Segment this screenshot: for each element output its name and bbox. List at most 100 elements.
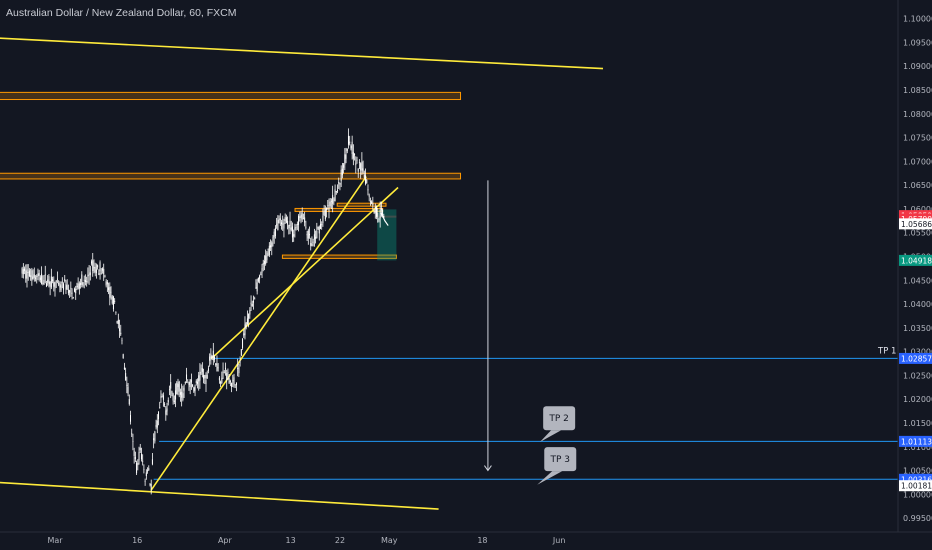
candle-body [27,272,29,273]
candle-body [313,234,315,240]
candle-body [59,283,61,288]
candle-body [153,438,155,441]
candle-body [36,275,38,277]
small-zone-1[interactable] [294,207,384,212]
tp-lines-layer: TP 1 [153,346,898,480]
candle-body [172,394,174,401]
price-badge-text: 1.01113 [901,437,932,446]
candle-body [37,273,39,277]
candle-body [148,468,150,471]
candle-body [265,255,267,265]
candle-body [382,209,384,215]
candle-body [120,332,122,335]
trend-line-4[interactable] [210,186,399,360]
candle-body [140,453,142,460]
candle-body [233,377,235,385]
candle-body [305,226,307,228]
supply-zone-2[interactable] [0,172,462,180]
candle-body [302,218,304,220]
candle-body [260,273,262,275]
candle-body [114,300,116,303]
candle-body [43,279,45,284]
trend-lines-layer [0,37,604,510]
position-stop-area[interactable] [377,215,397,218]
tp-callout-2[interactable] [543,406,576,431]
y-tick-label: 1.06000 [903,205,932,214]
candle-body [170,382,172,389]
candle-body [337,189,339,192]
trend-line-2[interactable] [0,481,439,510]
supply-zone-1[interactable] [0,91,462,101]
price-badge-text: 1.02857 [901,354,932,363]
candle-body [125,373,127,381]
candle-body [244,324,246,336]
candle-body [324,209,326,220]
position-target-area[interactable] [377,209,397,261]
candle-body [347,135,349,145]
candle-body [115,312,117,313]
candle-body [232,380,234,382]
candle-body [383,215,385,218]
candle-body [73,288,75,292]
candle-body [69,290,71,293]
candle-body [277,220,279,231]
candle-body [128,399,130,405]
candle-body [349,141,351,144]
candle-body [205,380,207,385]
candle-body [48,276,50,285]
y-tick-label: 1.09000 [903,62,932,71]
candle-body [61,281,63,283]
candle-body [296,223,298,226]
candle-body [94,266,96,273]
trend-line-3[interactable] [150,176,367,491]
price-badge-text: 1.04918 [901,256,932,265]
candle-body [289,220,291,227]
candle-body [70,287,72,289]
candle-body [88,274,90,276]
candle-body [155,424,157,428]
candle-body [310,243,312,246]
candle-body [86,281,88,282]
candle-body [200,372,202,374]
x-tick-label: 18 [477,536,487,545]
candle-body [354,153,356,156]
candle-body [291,226,293,238]
candle-body [248,313,250,319]
arrow-layer [484,180,492,472]
candle-body [111,296,113,304]
x-tick-label: 22 [335,536,345,545]
x-tick-label: Mar [47,536,63,545]
y-tick-label: 1.07000 [903,157,932,166]
candle-body [293,234,295,237]
price-badge [899,473,932,485]
candle-body [358,162,360,163]
candle-body [282,223,284,225]
candle-body [176,382,178,395]
price-badge-text: 1.00181 [901,482,932,491]
candle-body [238,366,240,374]
candle-body [123,367,125,370]
candle-body [261,268,263,273]
y-tick-label: 1.08000 [903,110,932,119]
candle-body [378,219,380,221]
small-zone-3[interactable] [281,254,397,259]
candle-body [273,231,275,238]
candle-body [346,148,348,152]
x-tick-label: 13 [286,536,296,545]
candle-body [89,272,91,276]
candle-body [274,228,276,236]
candle-body [136,462,138,474]
candle-body [223,371,225,373]
candle-body [221,377,223,383]
trend-line-1[interactable] [0,37,604,70]
candle-body [183,387,185,391]
y-tick-label: 1.08500 [903,86,932,95]
candle-body [80,283,82,285]
candle-body [237,368,239,370]
small-zone-2[interactable] [336,202,387,207]
target-arrow-head[interactable] [484,465,492,472]
candle-body [271,242,273,248]
tp-callout-3[interactable] [544,447,577,472]
candle-body [339,182,341,185]
